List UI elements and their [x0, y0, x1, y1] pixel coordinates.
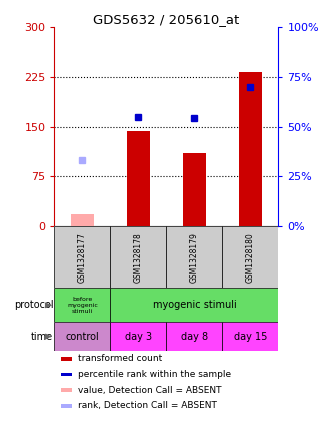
- Text: day 3: day 3: [125, 332, 152, 341]
- Text: GSM1328179: GSM1328179: [190, 232, 199, 283]
- Text: myogenic stimuli: myogenic stimuli: [153, 300, 236, 310]
- Text: GSM1328180: GSM1328180: [246, 232, 255, 283]
- Title: GDS5632 / 205610_at: GDS5632 / 205610_at: [93, 14, 240, 26]
- Bar: [61, 404, 72, 408]
- Bar: [61, 388, 72, 392]
- Bar: [71, 214, 93, 226]
- Bar: [54, 226, 110, 288]
- Text: GSM1328178: GSM1328178: [134, 232, 143, 283]
- Text: day 15: day 15: [234, 332, 267, 341]
- Text: value, Detection Call = ABSENT: value, Detection Call = ABSENT: [78, 386, 221, 395]
- Text: GSM1328177: GSM1328177: [78, 232, 87, 283]
- Bar: [183, 153, 206, 226]
- Bar: [166, 226, 222, 288]
- Text: protocol: protocol: [14, 300, 53, 310]
- Bar: [61, 373, 72, 376]
- Bar: [54, 288, 110, 322]
- Bar: [110, 226, 166, 288]
- Bar: [110, 288, 278, 322]
- Bar: [54, 322, 110, 351]
- Text: rank, Detection Call = ABSENT: rank, Detection Call = ABSENT: [78, 401, 217, 410]
- Text: transformed count: transformed count: [78, 354, 162, 363]
- Bar: [166, 322, 222, 351]
- Text: control: control: [66, 332, 99, 341]
- Bar: [222, 322, 278, 351]
- Bar: [127, 132, 150, 226]
- Text: day 8: day 8: [181, 332, 208, 341]
- Bar: [110, 322, 166, 351]
- Text: percentile rank within the sample: percentile rank within the sample: [78, 370, 231, 379]
- Bar: [239, 72, 261, 226]
- Bar: [222, 226, 278, 288]
- Text: time: time: [31, 332, 53, 341]
- Bar: [61, 357, 72, 361]
- Text: before
myogenic
stimuli: before myogenic stimuli: [67, 297, 98, 314]
